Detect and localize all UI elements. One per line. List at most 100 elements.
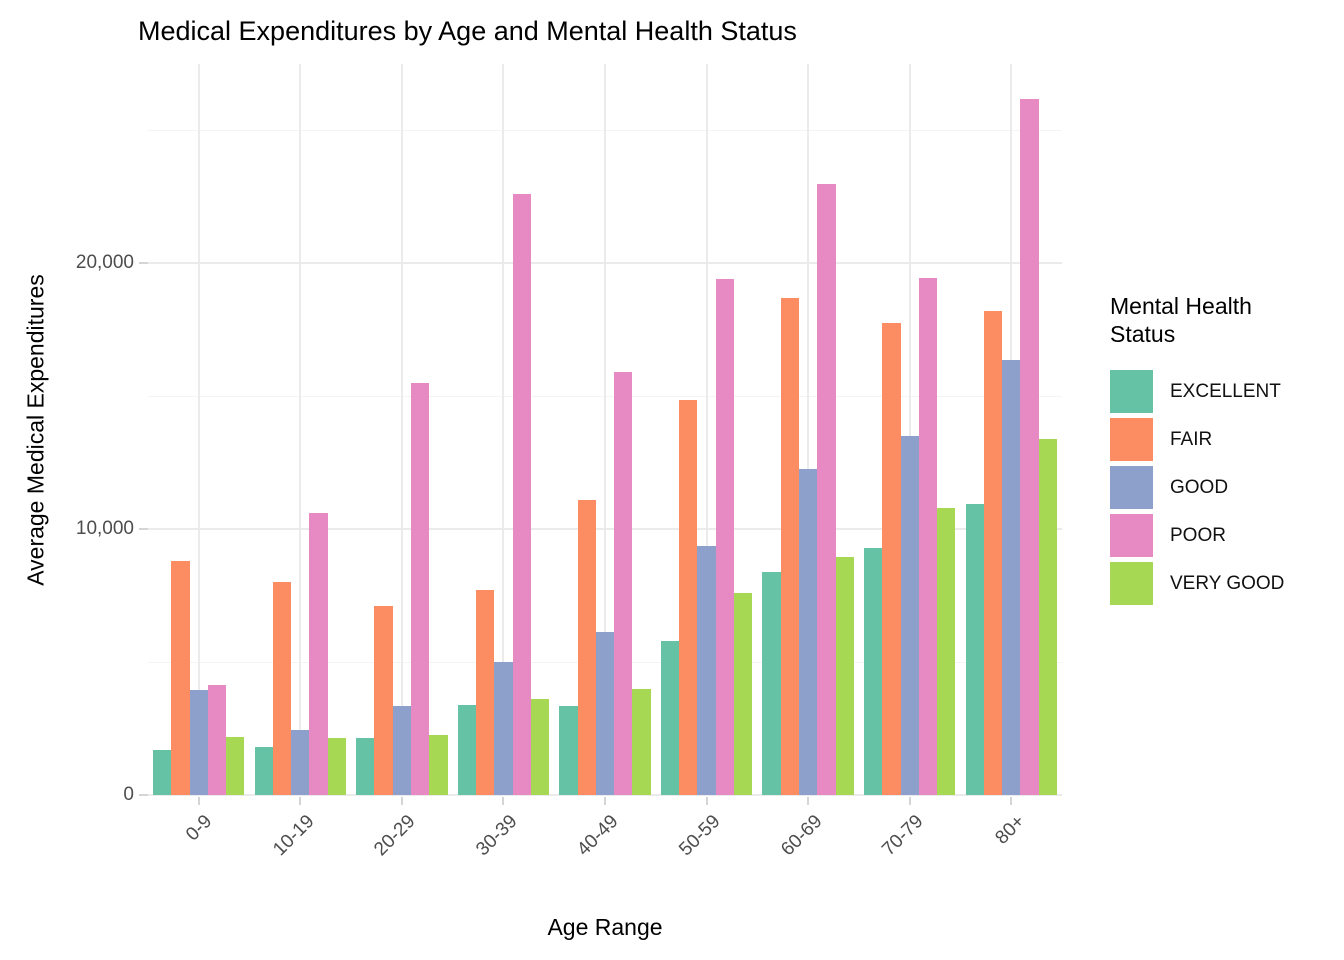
x-tick-60-69 [807,797,810,805]
gridline-x-20-29 [400,64,403,795]
bar-very-good-50-59 [733,592,753,795]
y-tick-label-20000: 20,000 [75,252,134,274]
x-axis-title: Age Range [547,914,663,940]
bar-good-60-69 [798,469,818,795]
legend-items: EXCELLENT FAIR GOOD POOR VERY GOOD [1110,370,1340,605]
bar-excellent-0-9 [153,749,172,795]
bar-excellent-30-39 [457,704,476,795]
gridline-x-70-79 [908,64,911,795]
x-tick-label-80+: 80+ [991,811,1030,849]
bar-fair-0-9 [171,561,190,795]
gridline-major-0 [148,794,1062,796]
bar-poor-20-29 [411,382,430,795]
bar-good-50-59 [697,546,716,795]
x-tick-label-10-19: 10-19 [268,811,319,861]
gridline-x-50-59 [705,64,708,795]
x-tick-label-40-49: 40-49 [573,811,623,861]
bar-excellent-50-59 [660,640,680,795]
bar-excellent-20-29 [356,737,375,795]
bar-good-10-19 [291,729,310,795]
bar-good-80+ [1002,360,1021,795]
legend-label-very-good: VERY GOOD [1170,572,1285,594]
legend-swatch-poor [1110,514,1153,557]
legend-title: Mental Health Status [1110,293,1252,347]
legend-swatch-fair [1110,418,1153,461]
bar-fair-70-79 [882,323,901,795]
gridline-x-0-9 [197,64,200,795]
bar-very-good-40-49 [632,688,651,795]
x-tick-30-39 [502,797,505,805]
legend-item-good: GOOD [1110,466,1340,509]
bar-excellent-60-69 [762,571,781,795]
y-tick-10000 [139,528,148,531]
chart-title: Medical Expenditures by Age and Mental H… [138,16,797,46]
legend-label-good: GOOD [1170,476,1229,498]
bar-poor-10-19 [309,513,328,795]
x-tick-label-70-79: 70-79 [878,811,928,861]
x-tick-10-19 [299,797,302,805]
bar-poor-0-9 [207,684,227,795]
gridline-x-40-49 [604,64,606,795]
bar-good-70-79 [900,436,919,795]
bar-good-40-49 [595,631,615,795]
gridline-x-60-69 [807,64,810,795]
y-axis-title: Average Medical Expenditures [22,274,49,586]
legend-label-excellent: EXCELLENT [1170,380,1281,402]
bar-excellent-10-19 [254,747,273,795]
bar-fair-40-49 [577,499,596,795]
x-tick-40-49 [604,797,606,805]
y-tick-20000 [139,262,148,265]
x-tick-20-29 [400,797,403,805]
bar-good-0-9 [189,690,208,795]
legend-item-excellent: EXCELLENT [1110,370,1340,413]
legend: Mental Health Status EXCELLENT FAIR GOOD PO… [1110,292,1340,610]
x-tick-label-60-69: 60-69 [776,811,826,861]
x-tick-80+ [1010,797,1013,805]
bar-poor-50-59 [715,279,734,795]
bar-poor-40-49 [614,372,633,795]
legend-swatch-very-good [1110,562,1153,605]
bar-poor-30-39 [512,194,531,795]
legend-swatch-good [1110,466,1153,509]
x-tick-0-9 [197,797,200,805]
bar-very-good-80+ [1038,438,1057,795]
legend-swatch-excellent [1110,370,1153,413]
bar-excellent-80+ [965,503,984,795]
legend-item-poor: POOR [1110,514,1340,557]
bar-fair-10-19 [272,582,292,795]
y-tick-label-10000: 10,000 [75,518,134,540]
x-tick-label-0-9: 0-9 [182,811,217,846]
x-tick-50-59 [705,797,708,805]
legend-item-very-good: VERY GOOD [1110,562,1340,605]
x-tick-label-20-29: 20-29 [370,811,420,861]
bar-very-good-70-79 [937,507,956,795]
bar-very-good-10-19 [327,737,347,795]
legend-label-fair: FAIR [1170,428,1213,450]
legend-item-fair: FAIR [1110,418,1340,461]
bar-fair-80+ [983,311,1003,795]
y-tick-0 [139,794,148,796]
plot-panel [148,64,1062,796]
bar-very-good-30-39 [530,699,550,795]
bar-poor-60-69 [817,183,836,795]
bar-very-good-0-9 [226,736,245,795]
gridline-x-10-19 [299,64,302,795]
x-tick-label-50-59: 50-59 [675,811,725,861]
x-tick-70-79 [908,797,911,805]
bar-fair-30-39 [476,590,495,795]
gridline-x-30-39 [502,64,505,795]
bar-poor-70-79 [918,277,938,795]
bar-good-20-29 [392,705,411,795]
bar-fair-60-69 [780,297,799,795]
y-tick-label-0: 0 [123,784,134,805]
legend-label-poor: POOR [1170,524,1226,546]
bar-excellent-70-79 [863,547,883,795]
bar-very-good-20-29 [429,735,448,795]
bar-poor-80+ [1020,98,1039,795]
x-tick-label-30-39: 30-39 [472,811,522,861]
bar-excellent-40-49 [559,705,578,795]
bar-fair-20-29 [374,606,393,795]
bar-good-30-39 [494,662,513,795]
bar-very-good-60-69 [835,557,854,795]
